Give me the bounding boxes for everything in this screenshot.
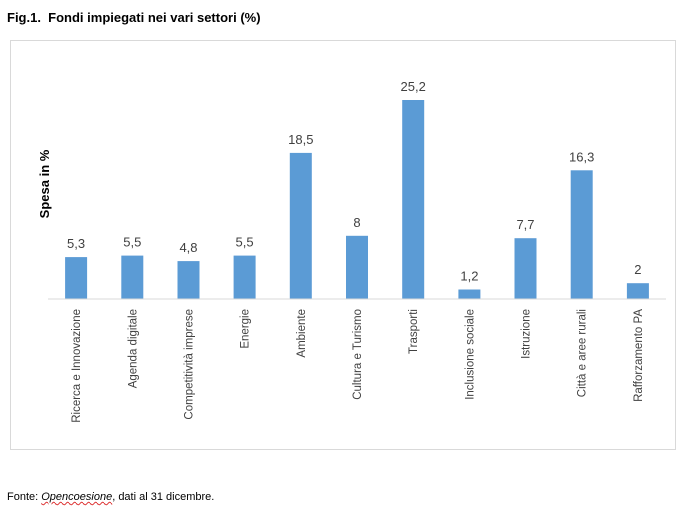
bar xyxy=(458,289,481,299)
bar xyxy=(177,261,200,299)
data-label: 25,2 xyxy=(401,79,426,94)
figure-title: Fig.1. Fondi impiegati nei vari settori … xyxy=(7,10,261,25)
bar xyxy=(346,235,368,299)
data-label: 1,2 xyxy=(460,269,478,284)
bar xyxy=(121,255,144,299)
data-label: 8 xyxy=(353,215,360,230)
category-label: Ambiente xyxy=(296,309,308,358)
bar xyxy=(289,152,312,299)
category-label: Competitività imprese xyxy=(184,309,196,420)
data-label: 5,3 xyxy=(67,236,85,251)
category-label: Città e aree rurali xyxy=(577,309,589,397)
category-label: Energie xyxy=(240,309,252,349)
data-label: 5,5 xyxy=(236,235,254,250)
category-label: Inclusione sociale xyxy=(464,309,476,400)
source-prefix: Fonte: xyxy=(7,491,42,503)
data-labels-group: 5,3 5,5 4,8 5,5 18,5 8 25,2 1,2 7,7 16,3 2 xyxy=(67,79,641,284)
bar xyxy=(233,255,256,299)
data-label: 16,3 xyxy=(569,149,594,164)
bar xyxy=(402,100,425,299)
category-labels-group: Ricerca e Innovazione Agenda digitale Comp… xyxy=(71,309,645,423)
data-label: 4,8 xyxy=(179,240,197,255)
source-note: Fonte: Opencoesione, dati al 31 dicembre… xyxy=(7,491,214,503)
y-axis-label: Spesa in % xyxy=(37,149,52,218)
data-label: 18,5 xyxy=(288,132,313,147)
bar xyxy=(514,238,537,299)
category-label: Agenda digitale xyxy=(127,309,139,388)
source-suffix: , dati al 31 dicembre. xyxy=(112,491,215,503)
category-label: Cultura e Turismo xyxy=(352,309,364,400)
data-label: 5,5 xyxy=(123,235,141,250)
source-name: Opencoesione xyxy=(41,491,113,503)
category-label: Rafforzamento PA xyxy=(633,309,645,402)
category-label: Trasporti xyxy=(408,309,420,354)
data-label: 2 xyxy=(634,262,641,277)
category-label: Ricerca e Innovazione xyxy=(71,309,83,423)
data-label: 7,7 xyxy=(516,217,534,232)
bar xyxy=(65,257,88,299)
category-label: Istruzione xyxy=(521,309,533,359)
bar xyxy=(626,283,649,299)
bar xyxy=(570,170,593,299)
bars-group xyxy=(65,100,649,299)
bar-chart: 5,3 5,5 4,8 5,5 18,5 8 25,2 1,2 7,7 16,3 2 Ricerca… xyxy=(37,79,666,423)
chart-area: 5,3 5,5 4,8 5,5 18,5 8 25,2 1,2 7,7 16,3 2 Ricerca… xyxy=(10,40,676,450)
